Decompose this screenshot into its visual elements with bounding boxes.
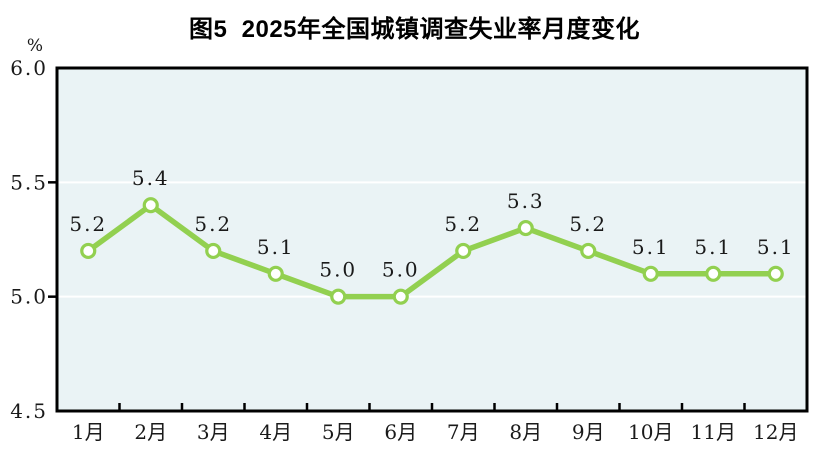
x-tick-label: 1月 [72, 420, 105, 444]
y-tick-label: 6.0 [10, 56, 48, 80]
data-label: 5.4 [132, 166, 170, 190]
plot-background [57, 68, 807, 411]
data-point-marker [142, 197, 159, 214]
data-point-marker [455, 242, 472, 260]
data-point-marker [580, 242, 597, 260]
data-label: 5.0 [382, 258, 420, 282]
data-line [85, 202, 779, 300]
data-point-marker [205, 242, 222, 260]
y-axis-unit-label: % [26, 36, 44, 56]
x-tick-label: 4月 [259, 420, 292, 444]
data-label: 5.2 [444, 212, 482, 236]
y-tick-label: 4.5 [10, 399, 48, 423]
data-label: 5.1 [757, 235, 795, 259]
chart-title: 图5 2025年全国城镇调查失业率月度变化 [188, 16, 641, 43]
y-tick-label: 5.0 [10, 285, 48, 309]
x-tick-label: 5月 [322, 420, 355, 444]
x-tick-label: 10月 [628, 420, 673, 444]
x-tick-label: 12月 [753, 420, 798, 444]
data-point-marker [392, 288, 409, 305]
data-point-marker [267, 265, 284, 282]
plot-border [55, 66, 809, 413]
x-tick-label: 2月 [134, 420, 167, 444]
x-tick-label: 9月 [572, 420, 605, 444]
data-label: 5.3 [507, 189, 545, 213]
data-point-marker [80, 242, 97, 260]
x-tick-label: 3月 [197, 420, 230, 444]
data-point-marker [330, 288, 347, 305]
data-label: 5.2 [194, 212, 232, 236]
x-tick-label: 6月 [384, 420, 417, 444]
data-label: 5.1 [257, 235, 295, 259]
y-tick-label: 5.5 [10, 170, 48, 194]
data-label: 5.1 [694, 235, 732, 259]
data-label: 5.0 [319, 258, 357, 282]
data-point-marker [642, 265, 659, 282]
data-point-marker [705, 265, 722, 282]
x-tick-label: 8月 [509, 420, 542, 444]
data-label: 5.1 [632, 235, 670, 259]
data-point-marker [767, 265, 784, 282]
data-label: 5.2 [69, 212, 107, 236]
data-point-marker [517, 219, 534, 237]
x-tick-label: 11月 [691, 420, 736, 444]
x-tick-label: 7月 [447, 420, 480, 444]
data-label: 5.2 [569, 212, 607, 236]
